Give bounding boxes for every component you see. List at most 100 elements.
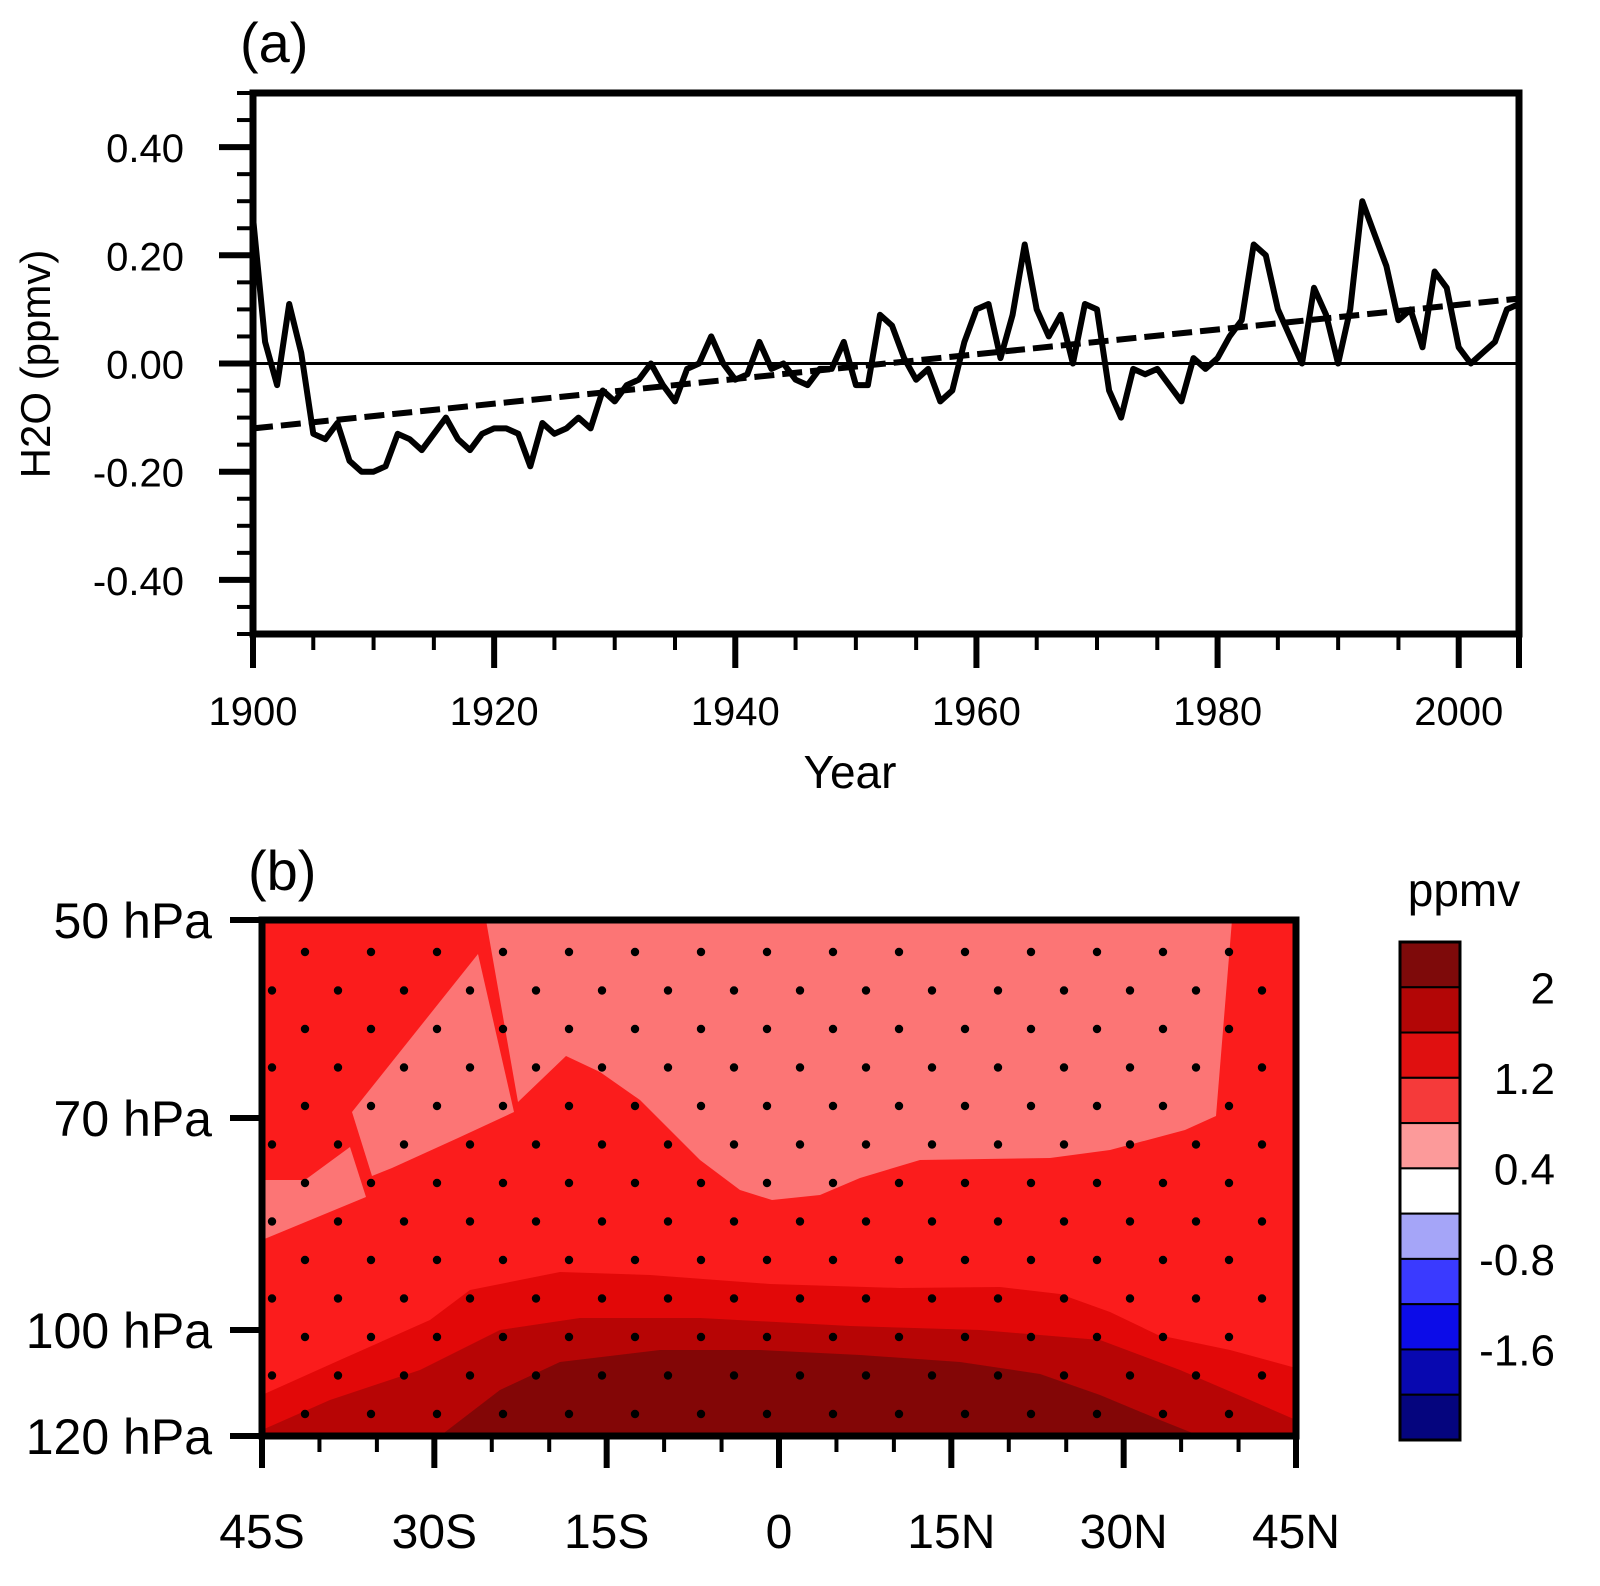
stipple-dot (399, 986, 409, 995)
x-tick-label: 2000 (1414, 690, 1503, 734)
stipple-dot (993, 1371, 1003, 1380)
stipple-dot (1026, 1409, 1036, 1419)
stipple-dot (1125, 1371, 1135, 1380)
stipple-dot (1158, 947, 1168, 957)
stipple-dot (1257, 1063, 1267, 1072)
stipple-dot (960, 1409, 970, 1419)
stipple-dot (465, 1140, 475, 1149)
stipple-dot (663, 1294, 673, 1303)
stipple-dot (960, 947, 970, 957)
stipple-dot (1257, 1140, 1267, 1149)
y-axis-label: H2O (ppmv) (12, 250, 59, 479)
stipple-dot (267, 1371, 277, 1380)
stipple-dot (465, 986, 475, 995)
colorbar-swatch (1399, 1031, 1461, 1079)
stipple-dot (366, 1101, 376, 1111)
stipple-dot (1125, 1063, 1135, 1072)
stipple-dot (267, 1063, 277, 1072)
stipple-dot (1026, 1332, 1036, 1342)
stipple-dot (498, 1332, 508, 1342)
stipple-dot (1092, 1024, 1102, 1034)
stipple-dot (366, 1409, 376, 1419)
stipple-dot (531, 986, 541, 995)
stipple-dot (597, 986, 607, 995)
stipple-dot (531, 1140, 541, 1149)
stipple-dot (795, 986, 805, 995)
stipple-dot (300, 1101, 310, 1111)
x-tick-label: 1980 (1173, 690, 1262, 734)
stipple-dot (1092, 1409, 1102, 1419)
colorbar-label: 1.2 (1494, 1055, 1555, 1104)
panel-a-minor-ticks (237, 91, 1522, 668)
stipple-dot (1026, 1101, 1036, 1111)
stipple-dot (1158, 1332, 1168, 1342)
stipple-dot (1191, 1217, 1201, 1226)
stipple-dot (762, 1255, 772, 1265)
stipple-dot (630, 1024, 640, 1034)
stipple-dot (531, 1063, 541, 1072)
stipple-dot (630, 1178, 640, 1188)
stipple-dot (927, 1294, 937, 1303)
stipple-dot (333, 1140, 343, 1149)
colorbar-swatch (1399, 1393, 1461, 1442)
stipple-dot (1125, 986, 1135, 995)
stipple-dot (300, 1178, 310, 1188)
stipple-dot (333, 1294, 343, 1303)
stipple-dot (1224, 947, 1234, 957)
colorbar: ppmv 2 1.2 0.4 -0.8 -1.6 (1398, 864, 1555, 1442)
panel-b-contour-map: (b) 50 hPa 70 hPa 100 hPa 120 hPa 45S 30S 15S… (26, 839, 1555, 1559)
colorbar-frame (1398, 940, 1462, 1442)
stipple-dot (861, 1217, 871, 1226)
stipple-dot (597, 1063, 607, 1072)
panel-a-frame (249, 89, 1523, 638)
stipple-dot (894, 1255, 904, 1265)
x-tick-label: 1920 (450, 690, 539, 734)
stipple-dot (993, 1063, 1003, 1072)
stipple-dot (828, 947, 838, 957)
contour-fill-light-upper (486, 920, 1232, 1200)
stipple-dot (993, 1140, 1003, 1149)
pressure-tick-label: 50 hPa (54, 893, 213, 949)
stipple-dot (927, 1140, 937, 1149)
stipple-dot (1026, 1178, 1036, 1188)
stipple-dot (597, 1217, 607, 1226)
stipple-dot (663, 1217, 673, 1226)
stipple-dot (861, 1063, 871, 1072)
stipple-dot (828, 1409, 838, 1419)
stipple-dot (696, 1255, 706, 1265)
stipple-dot (498, 1178, 508, 1188)
colorbar-swatch (1399, 1348, 1461, 1396)
stipple-dot (366, 1178, 376, 1188)
stipple-dot (762, 1024, 772, 1034)
stipple-dot (1257, 1217, 1267, 1226)
y-tick-label: 0.20 (106, 235, 184, 279)
colorbar-title: ppmv (1408, 864, 1520, 916)
colorbar-label: 2 (1531, 964, 1555, 1013)
stipple-dot (1092, 1101, 1102, 1111)
stipple-dot (828, 1101, 838, 1111)
stipple-dot (960, 1024, 970, 1034)
stipple-dot (696, 947, 706, 957)
stipple-dot (630, 1101, 640, 1111)
stipple-dot (894, 1332, 904, 1342)
stipple-dot (1191, 1294, 1201, 1303)
stipple-dot (399, 1371, 409, 1380)
lat-tick-label: 15N (907, 1506, 995, 1559)
stipple-dot (696, 1332, 706, 1342)
stipple-dot (1158, 1255, 1168, 1265)
stipple-dot (564, 1024, 574, 1034)
stipple-dot (960, 1332, 970, 1342)
lat-tick-label: 15S (564, 1506, 649, 1559)
stipple-dot (399, 1294, 409, 1303)
lat-tick-label: 45N (1252, 1506, 1340, 1559)
stipple-dot (762, 947, 772, 957)
stipple-dot (630, 947, 640, 957)
stipple-dot (1191, 1371, 1201, 1380)
stipple-dot (795, 1294, 805, 1303)
stipple-dot (333, 1217, 343, 1226)
stipple-dot (1059, 986, 1069, 995)
stipple-dot (927, 1063, 937, 1072)
stipple-dot (1059, 1217, 1069, 1226)
significance-stippling (267, 947, 1267, 1419)
stipple-dot (267, 986, 277, 995)
